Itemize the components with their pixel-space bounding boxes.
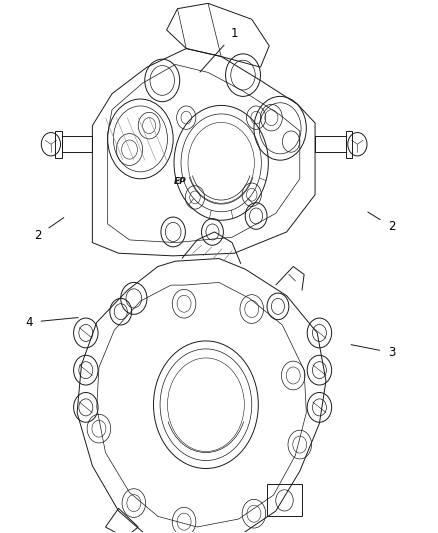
Text: 2: 2 bbox=[34, 217, 64, 242]
Text: EP: EP bbox=[173, 177, 186, 186]
Text: 1: 1 bbox=[200, 27, 238, 72]
Text: 2: 2 bbox=[368, 212, 395, 233]
Text: 4: 4 bbox=[25, 316, 78, 329]
Text: 3: 3 bbox=[351, 345, 395, 359]
